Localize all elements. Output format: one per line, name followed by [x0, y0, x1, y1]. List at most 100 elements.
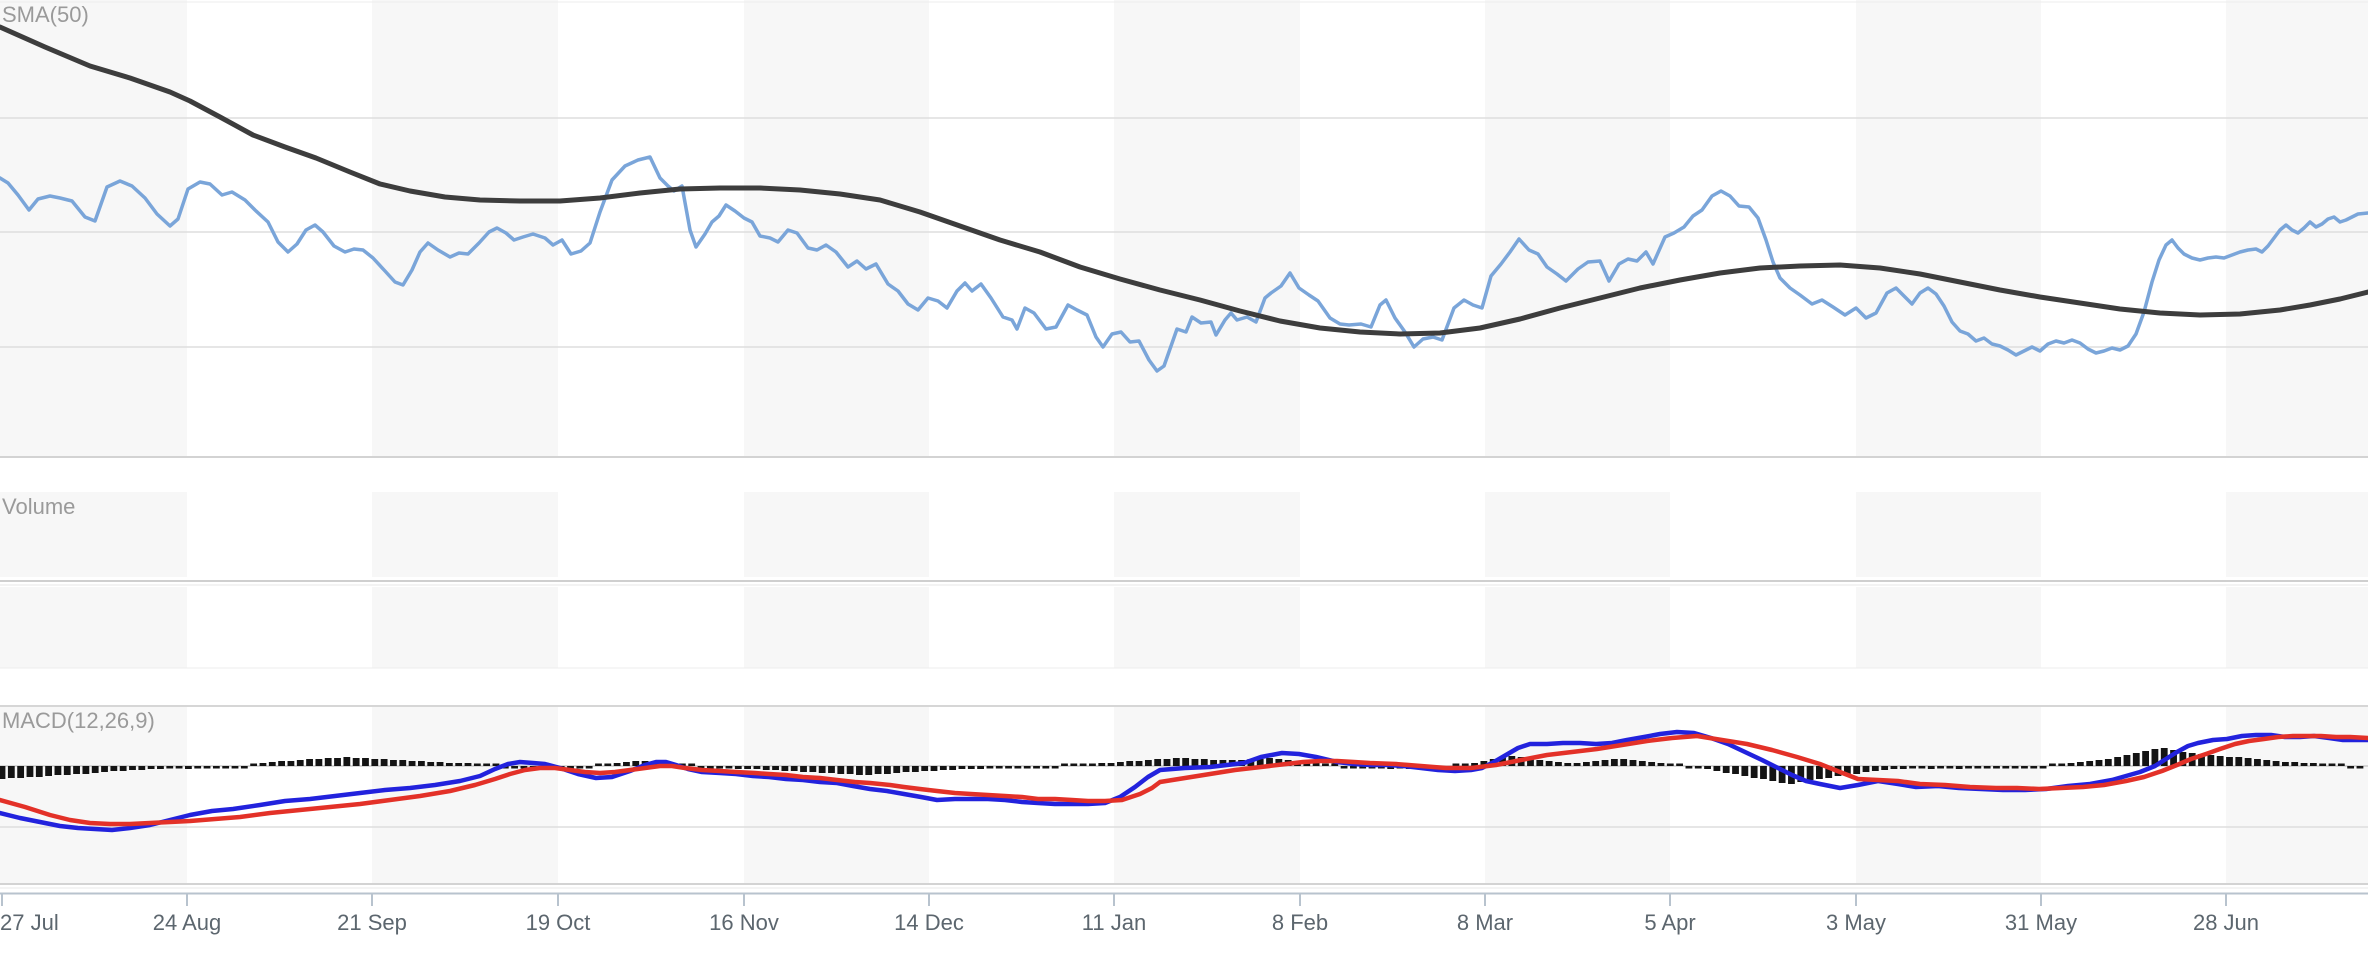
background-stripe — [0, 706, 187, 884]
background-stripe — [372, 0, 558, 457]
macd-histogram-bar — [1005, 766, 1012, 769]
x-axis-label: 27 Jul — [0, 910, 59, 935]
macd-histogram-bar — [203, 766, 211, 769]
x-axis-label: 24 Aug — [153, 910, 222, 935]
background-stripe — [0, 587, 187, 668]
macd-histogram-bar — [1797, 766, 1805, 782]
macd-histogram-bar — [1340, 766, 1348, 769]
macd-histogram-bar — [1741, 766, 1749, 776]
macd-histogram-bar — [1722, 766, 1730, 773]
macd-histogram-bar — [781, 766, 789, 771]
macd-histogram-bar — [362, 758, 369, 766]
macd-histogram-bar — [1965, 766, 1972, 769]
macd-histogram-bar — [45, 766, 52, 776]
macd-histogram-bar — [2011, 766, 2019, 769]
macd-histogram-bar — [604, 763, 612, 766]
x-axis-label: 19 Oct — [526, 910, 591, 935]
macd-histogram-bar — [464, 763, 472, 766]
macd-histogram-bar — [790, 766, 798, 771]
background-stripe — [744, 0, 929, 457]
macd-histogram-bar — [2216, 756, 2224, 766]
macd-histogram-bar — [1061, 763, 1068, 766]
macd-histogram-bar — [1890, 766, 1898, 769]
macd-histogram-bar — [1219, 760, 1227, 766]
macd-histogram-bar — [1573, 763, 1581, 766]
macd-histogram-bar — [1899, 766, 1907, 769]
x-axis-label: 31 May — [2005, 910, 2077, 935]
macd-histogram-bar — [17, 766, 25, 778]
macd-histogram-bar — [1200, 759, 1208, 766]
macd-histogram-bar — [2347, 766, 2355, 769]
macd-histogram-bar — [1461, 763, 1469, 766]
macd-histogram-bar — [1769, 766, 1777, 781]
macd-histogram-bar — [1843, 766, 1851, 775]
background-stripe — [1856, 0, 2041, 457]
macd-histogram-bar — [399, 760, 407, 766]
background-stripe — [372, 587, 558, 668]
background-stripe — [0, 492, 187, 577]
macd-histogram-bar — [995, 766, 1003, 769]
macd-histogram-bar — [1089, 763, 1096, 766]
macd-histogram-bar — [268, 762, 276, 766]
macd-histogram-bar — [1750, 766, 1758, 778]
background-stripe — [1856, 492, 2041, 577]
macd-histogram-bar — [2300, 763, 2308, 766]
background-stripe — [2226, 706, 2368, 884]
macd-histogram-bar — [2272, 761, 2280, 766]
macd-histogram-bar — [2160, 748, 2168, 766]
macd-histogram-bar — [2086, 761, 2094, 766]
macd-histogram-bar — [2058, 763, 2066, 766]
macd-histogram-bar — [511, 766, 518, 769]
background-stripe — [1856, 587, 2041, 668]
macd-histogram-bar — [1117, 762, 1124, 766]
macd-histogram-bar — [1676, 763, 1683, 766]
macd-histogram-bar — [688, 763, 696, 766]
x-axis-label: 11 Jan — [1082, 910, 1146, 935]
background-stripe — [1114, 706, 1300, 884]
x-axis-label: 5 Apr — [1644, 910, 1695, 935]
background-stripe — [1485, 706, 1670, 884]
macd-histogram-bar — [1983, 766, 1991, 769]
background-stripe — [1114, 587, 1300, 668]
macd-histogram-bar — [1098, 763, 1106, 766]
macd-histogram-bar — [1685, 766, 1693, 769]
macd-histogram-bar — [1927, 766, 1935, 769]
macd-histogram-bar — [2104, 759, 2112, 766]
macd-histogram-bar — [334, 758, 341, 766]
macd-histogram-bar — [1331, 763, 1339, 766]
macd-histogram-bar — [893, 766, 901, 773]
x-axis-label: 8 Mar — [1457, 910, 1513, 935]
price-line — [0, 155, 2368, 373]
macd-histogram-bar — [492, 763, 500, 766]
macd-histogram-bar — [2030, 766, 2038, 769]
macd-histogram-bar — [1033, 766, 1040, 769]
background-stripe — [2226, 587, 2368, 668]
macd-histogram-bar — [1545, 761, 1553, 766]
macd-histogram-bar — [1312, 763, 1320, 766]
macd-histogram-bar — [1154, 759, 1162, 766]
macd-histogram-bar — [185, 766, 192, 769]
macd-histogram-bar — [697, 766, 705, 769]
macd-histogram-bar — [278, 761, 285, 766]
macd-histogram-bar — [2226, 757, 2233, 766]
macd-histogram-bar — [1107, 763, 1115, 766]
background-stripe — [1114, 0, 1300, 457]
macd-histogram-bar — [1322, 763, 1329, 766]
macd-histogram-bar — [2021, 766, 2028, 769]
macd-histogram-bar — [1918, 766, 1926, 769]
macd-histogram-bar — [921, 766, 929, 771]
macd-histogram-bar — [390, 760, 397, 766]
macd-histogram-bar — [0, 766, 6, 779]
signal_line-line — [0, 733, 2368, 827]
macd-histogram-bar — [371, 759, 379, 766]
macd-histogram-bar — [2095, 760, 2103, 766]
macd-histogram-bar — [2049, 763, 2056, 766]
macd-histogram-bar — [212, 766, 220, 769]
macd-histogram-bar — [1993, 766, 2000, 769]
macd-histogram-bar — [1620, 759, 1628, 766]
macd-histogram-bar — [2198, 754, 2205, 766]
macd-histogram-bar — [427, 762, 435, 766]
macd-histogram-bar — [632, 761, 640, 766]
macd-histogram-bar — [1256, 759, 1264, 766]
